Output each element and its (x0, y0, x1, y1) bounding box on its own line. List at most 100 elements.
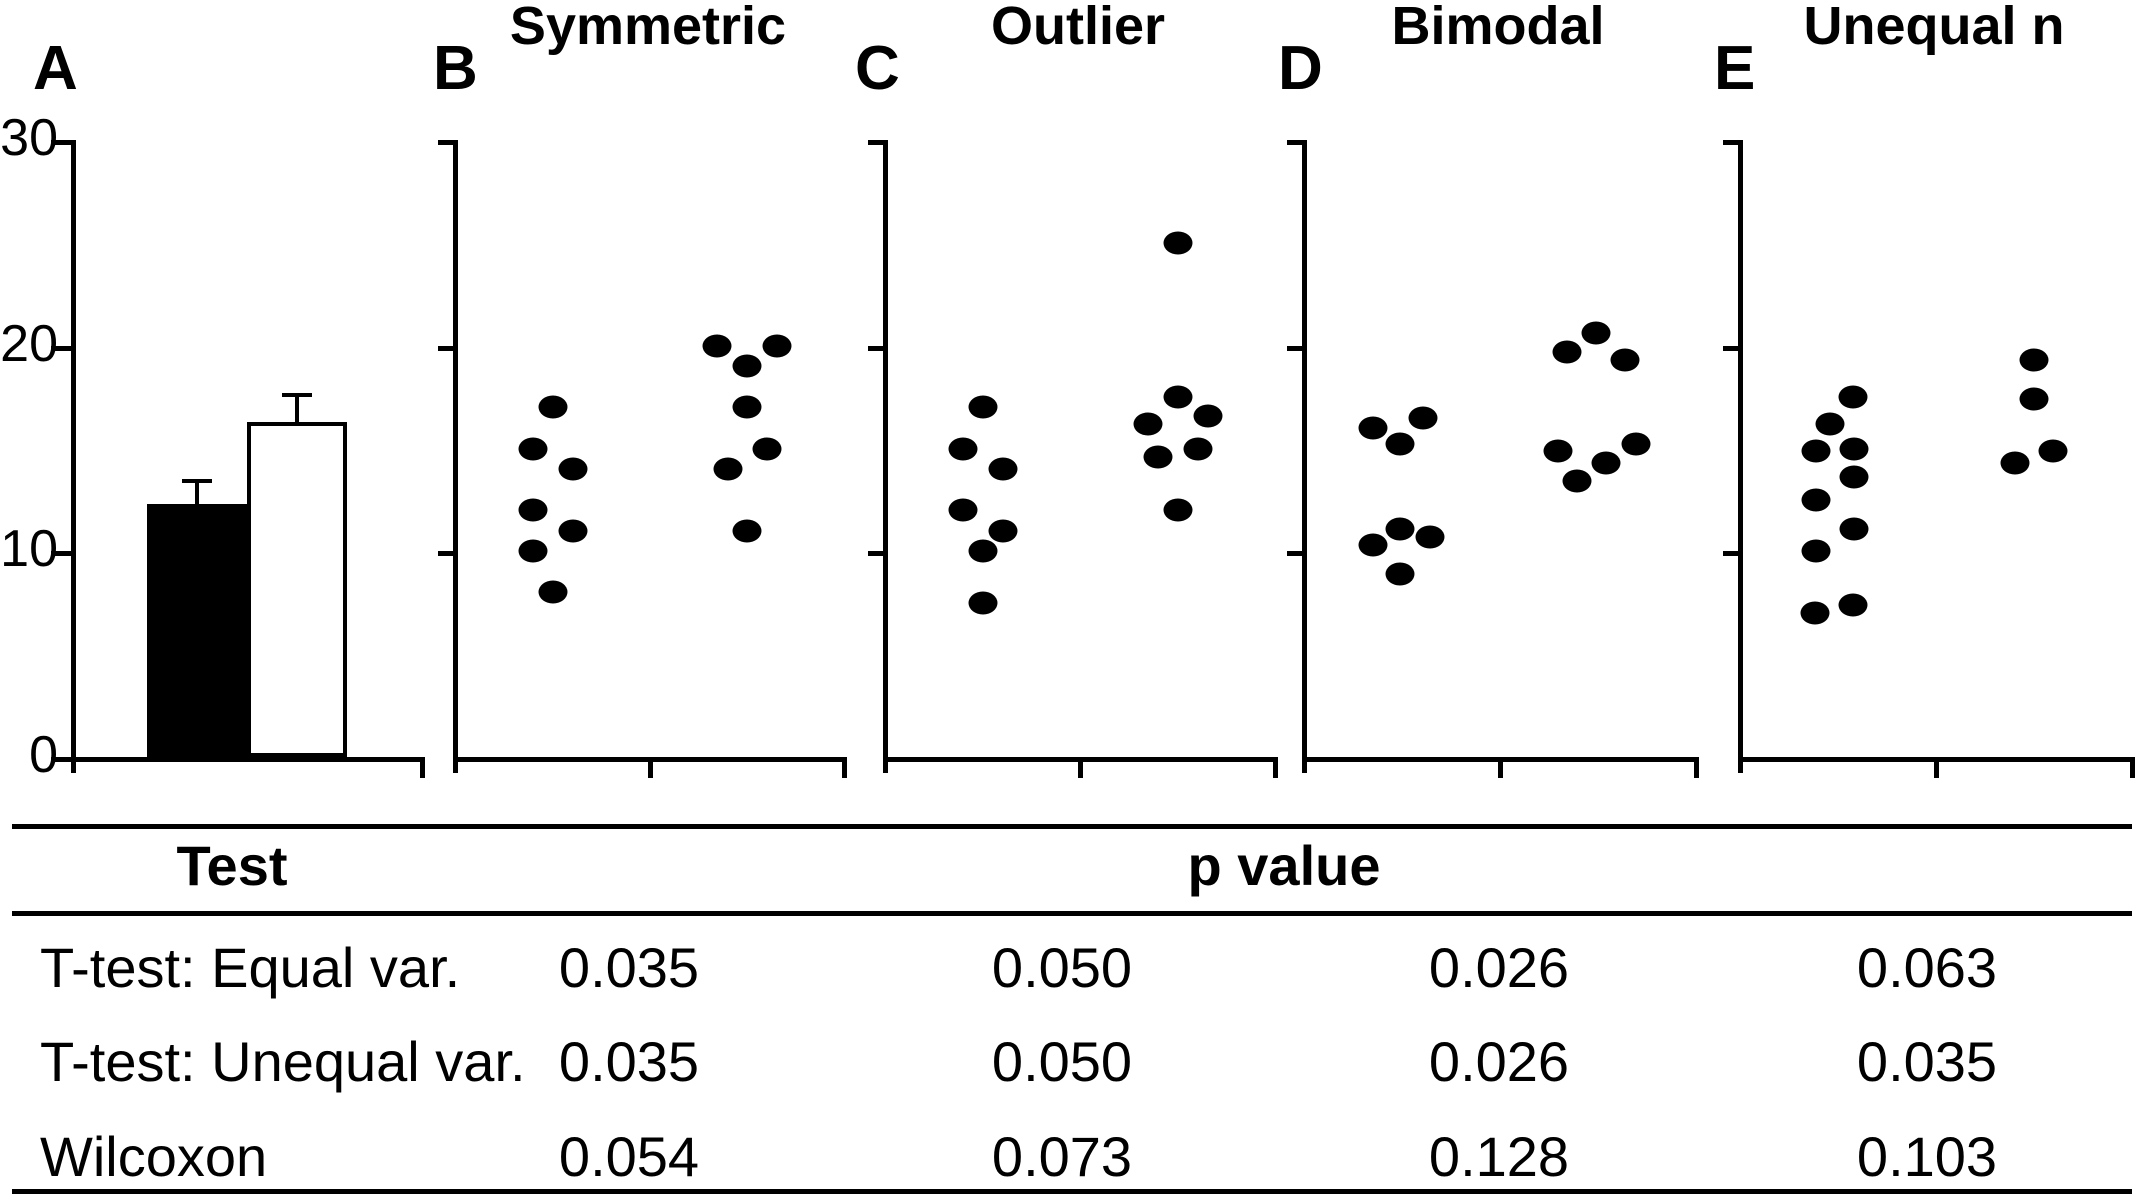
table-rule (12, 911, 2132, 916)
data-point (538, 395, 568, 419)
data-point (1193, 404, 1223, 428)
table-cell-value: 0.063 (1856, 936, 1998, 999)
data-point (1815, 412, 1845, 436)
panel-title: Symmetric (509, 0, 787, 56)
x-axis (71, 757, 425, 762)
data-point (518, 437, 548, 461)
y-tick (51, 140, 71, 145)
table-rule (12, 1189, 2132, 1194)
data-point (762, 334, 792, 358)
data-point (1163, 231, 1193, 255)
table-cell-value: 0.128 (1428, 1125, 1570, 1188)
bar-filled (147, 504, 247, 757)
data-point (1385, 517, 1415, 541)
data-point (1163, 385, 1193, 409)
y-tick (1723, 551, 1738, 556)
panel-title: Bimodal (1391, 0, 1605, 56)
data-point (732, 519, 762, 543)
panel-title: Unequal n (1803, 0, 2065, 56)
data-point (1839, 517, 1869, 541)
table-rule (12, 824, 2132, 829)
data-point (1621, 432, 1651, 456)
y-tick (1723, 140, 1738, 145)
table-row-label: T-test: Equal var. (40, 936, 461, 999)
y-tick (438, 140, 453, 145)
data-point (1415, 525, 1445, 549)
error-bar-stem (195, 479, 199, 504)
data-point (1358, 416, 1388, 440)
table-cell-value: 0.026 (1428, 936, 1570, 999)
data-point (1839, 437, 1869, 461)
y-tick (868, 346, 883, 351)
table-cell-value: 0.035 (558, 1030, 700, 1093)
table-cell-value: 0.054 (558, 1125, 700, 1188)
y-tick (438, 346, 453, 351)
data-point (2000, 451, 2030, 475)
y-axis (1738, 140, 1743, 773)
data-point (2019, 348, 2049, 372)
data-point (948, 437, 978, 461)
data-point (1838, 385, 1868, 409)
error-bar-cap (282, 393, 312, 397)
x-axis-end-tick (842, 757, 847, 778)
y-tick-label: 10 (0, 519, 58, 578)
y-axis (71, 140, 76, 773)
panel-letter: D (1278, 34, 1323, 103)
y-tick (51, 551, 71, 556)
x-axis-mid-tick (648, 757, 653, 778)
x-axis-mid-tick (1934, 757, 1939, 778)
x-axis-mid-tick (1498, 757, 1503, 778)
data-point (1543, 439, 1573, 463)
data-point (948, 498, 978, 522)
y-axis (883, 140, 888, 773)
data-point (732, 395, 762, 419)
data-point (1838, 593, 1868, 617)
x-axis-end-tick (1273, 757, 1278, 778)
data-point (2019, 387, 2049, 411)
data-point (1562, 469, 1592, 493)
data-point (752, 437, 782, 461)
data-point (518, 539, 548, 563)
data-point (1385, 432, 1415, 456)
x-axis-end-tick (2130, 757, 2135, 778)
data-point (968, 539, 998, 563)
y-tick (868, 551, 883, 556)
y-tick-label: 30 (0, 108, 58, 167)
data-point (1163, 498, 1193, 522)
y-axis (453, 140, 458, 773)
panel-letter: C (855, 34, 900, 103)
y-tick-label: 0 (29, 725, 58, 784)
data-point (1801, 439, 1831, 463)
data-point (538, 580, 568, 604)
data-point (968, 395, 998, 419)
y-tick (51, 757, 71, 762)
table-cell-value: 0.026 (1428, 1030, 1570, 1093)
data-point (1610, 348, 1640, 372)
data-point (1591, 451, 1621, 475)
table-row-label: T-test: Unequal var. (40, 1030, 526, 1093)
panel-letter: B (433, 34, 478, 103)
y-tick (1287, 346, 1302, 351)
data-point (1552, 340, 1582, 364)
table-cell-value: 0.035 (1856, 1030, 1998, 1093)
panel-letter: E (1714, 34, 1756, 103)
data-point (1385, 562, 1415, 586)
data-point (1133, 412, 1163, 436)
data-point (1581, 321, 1611, 345)
y-tick (51, 346, 71, 351)
data-point (968, 591, 998, 615)
table-header-pvalue: p value (1187, 834, 1381, 897)
x-axis-end-tick (1694, 757, 1699, 778)
bar-open (247, 422, 347, 757)
data-point (1800, 601, 1830, 625)
y-axis (1302, 140, 1307, 773)
data-point (2038, 439, 2068, 463)
panel-letter: A (33, 34, 78, 103)
y-tick (1287, 140, 1302, 145)
data-point (1183, 437, 1213, 461)
y-tick (1287, 551, 1302, 556)
x-axis-end-tick (420, 757, 425, 778)
data-point (732, 354, 762, 378)
data-point (1358, 533, 1388, 557)
